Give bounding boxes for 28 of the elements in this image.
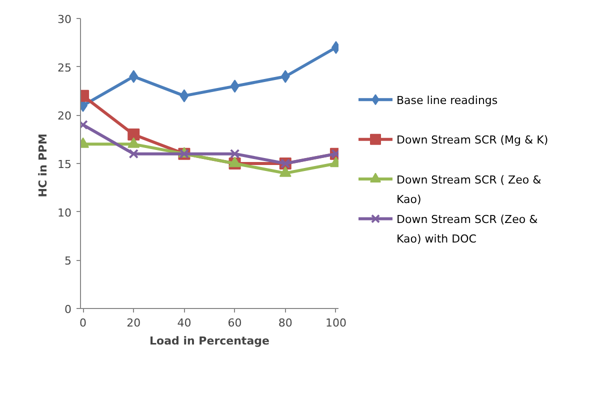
point	[128, 128, 140, 140]
x-tick-label: 40	[177, 316, 192, 330]
y-axis-title: HC in PPM	[36, 134, 50, 198]
legend-label: Down Stream SCR (Mg & K)	[396, 134, 548, 147]
x-tick-label: 80	[278, 316, 292, 330]
y-tick-label: 10	[58, 206, 72, 220]
y-tick-label: 25	[58, 61, 72, 74]
point	[180, 89, 189, 102]
y-tick-label: 20	[58, 110, 72, 123]
y-tick-label: 5	[64, 254, 72, 268]
point	[128, 148, 139, 159]
point	[129, 70, 138, 83]
x-tick-label: 100	[325, 316, 346, 330]
x-axis-title: Load in Percentage	[150, 334, 270, 348]
x-tick-label: 0	[80, 316, 87, 330]
x-tick-label: 60	[228, 316, 242, 330]
x-tick-label: 20	[126, 316, 141, 330]
point	[230, 80, 240, 93]
y-tick-label: 30	[58, 13, 72, 26]
y-tick-label: 0	[64, 303, 72, 316]
legend-label: Down Stream SCR (Zeo & Kao) with DOC	[396, 212, 538, 246]
legend-label: Base line readings	[396, 94, 498, 107]
point	[230, 148, 240, 159]
y-tick-label: 15	[58, 158, 72, 171]
point	[128, 137, 140, 148]
point	[279, 166, 292, 177]
point	[280, 70, 290, 83]
legend-label: Down Stream SCR ( Zeo & Kao)	[396, 173, 542, 206]
